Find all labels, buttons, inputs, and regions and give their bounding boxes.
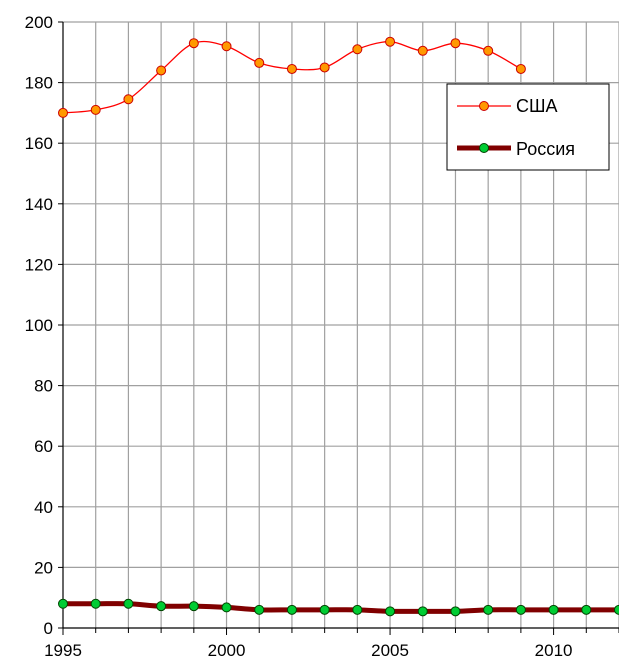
legend-marker-usa bbox=[479, 101, 489, 111]
data-point-usa bbox=[123, 94, 134, 105]
y-tick-label: 160 bbox=[25, 134, 53, 153]
gridlines bbox=[63, 21, 619, 628]
data-point-russia bbox=[614, 604, 619, 615]
legend: США Россия bbox=[446, 83, 610, 171]
data-point-usa bbox=[188, 38, 199, 49]
legend-label-russia: Россия bbox=[516, 139, 575, 159]
data-point-usa bbox=[352, 44, 363, 55]
y-tick-label: 20 bbox=[34, 558, 53, 577]
y-tick-label: 180 bbox=[25, 74, 53, 93]
legend-box bbox=[446, 83, 610, 171]
data-point-usa bbox=[319, 62, 330, 73]
x-tick-label: 2010 bbox=[535, 641, 573, 660]
y-tick-label: 120 bbox=[25, 255, 53, 274]
axes bbox=[58, 21, 619, 635]
data-point-usa bbox=[90, 104, 101, 115]
data-point-russia bbox=[90, 598, 101, 609]
data-point-russia bbox=[417, 606, 428, 617]
data-point-russia bbox=[156, 601, 167, 612]
data-point-usa bbox=[450, 38, 461, 49]
data-point-russia bbox=[385, 606, 396, 617]
x-tick-label: 1995 bbox=[44, 641, 82, 660]
data-point-usa bbox=[156, 65, 167, 76]
y-tick-label: 0 bbox=[44, 619, 53, 638]
x-tick-label: 2000 bbox=[208, 641, 246, 660]
tick-labels: 0 20 40 60 80 100 120 140 160 180 200 1995 2000 2005 2… bbox=[25, 13, 573, 660]
y-tick-label: 60 bbox=[34, 437, 53, 456]
data-point-usa bbox=[221, 41, 232, 52]
data-point-usa bbox=[385, 36, 396, 47]
data-point-russia bbox=[581, 604, 592, 615]
series-group bbox=[58, 36, 619, 617]
data-point-usa bbox=[286, 63, 297, 74]
data-point-russia bbox=[483, 604, 494, 615]
legend-marker-russia bbox=[479, 143, 489, 153]
y-tick-label: 200 bbox=[25, 13, 53, 32]
y-tick-label: 80 bbox=[34, 377, 53, 396]
data-point-russia bbox=[515, 604, 526, 615]
y-tick-label: 40 bbox=[34, 498, 53, 517]
data-point-russia bbox=[254, 604, 265, 615]
data-point-usa bbox=[58, 107, 68, 118]
y-tick-label: 100 bbox=[25, 316, 53, 335]
data-point-russia bbox=[188, 601, 199, 612]
data-point-russia bbox=[286, 604, 297, 615]
data-point-russia bbox=[221, 602, 232, 613]
data-point-russia bbox=[123, 598, 134, 609]
data-point-russia bbox=[58, 598, 68, 609]
data-point-russia bbox=[450, 606, 461, 617]
data-point-usa bbox=[483, 45, 494, 56]
data-point-usa bbox=[254, 57, 265, 68]
data-point-russia bbox=[352, 604, 363, 615]
legend-label-usa: США bbox=[516, 96, 558, 116]
data-point-russia bbox=[319, 604, 330, 615]
data-point-russia bbox=[548, 604, 559, 615]
data-point-usa bbox=[515, 63, 526, 74]
x-tick-label: 2005 bbox=[371, 641, 409, 660]
y-tick-label: 140 bbox=[25, 195, 53, 214]
data-point-usa bbox=[417, 45, 428, 56]
